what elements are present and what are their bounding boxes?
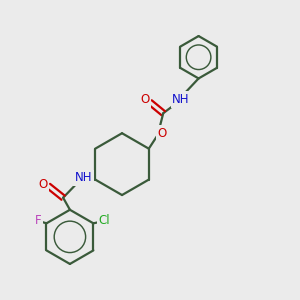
Text: O: O xyxy=(38,178,47,191)
Text: Cl: Cl xyxy=(99,214,110,227)
Text: NH: NH xyxy=(172,93,190,106)
Text: F: F xyxy=(35,214,41,227)
Text: NH: NH xyxy=(75,172,92,184)
Text: O: O xyxy=(140,93,149,106)
Text: O: O xyxy=(157,127,167,140)
